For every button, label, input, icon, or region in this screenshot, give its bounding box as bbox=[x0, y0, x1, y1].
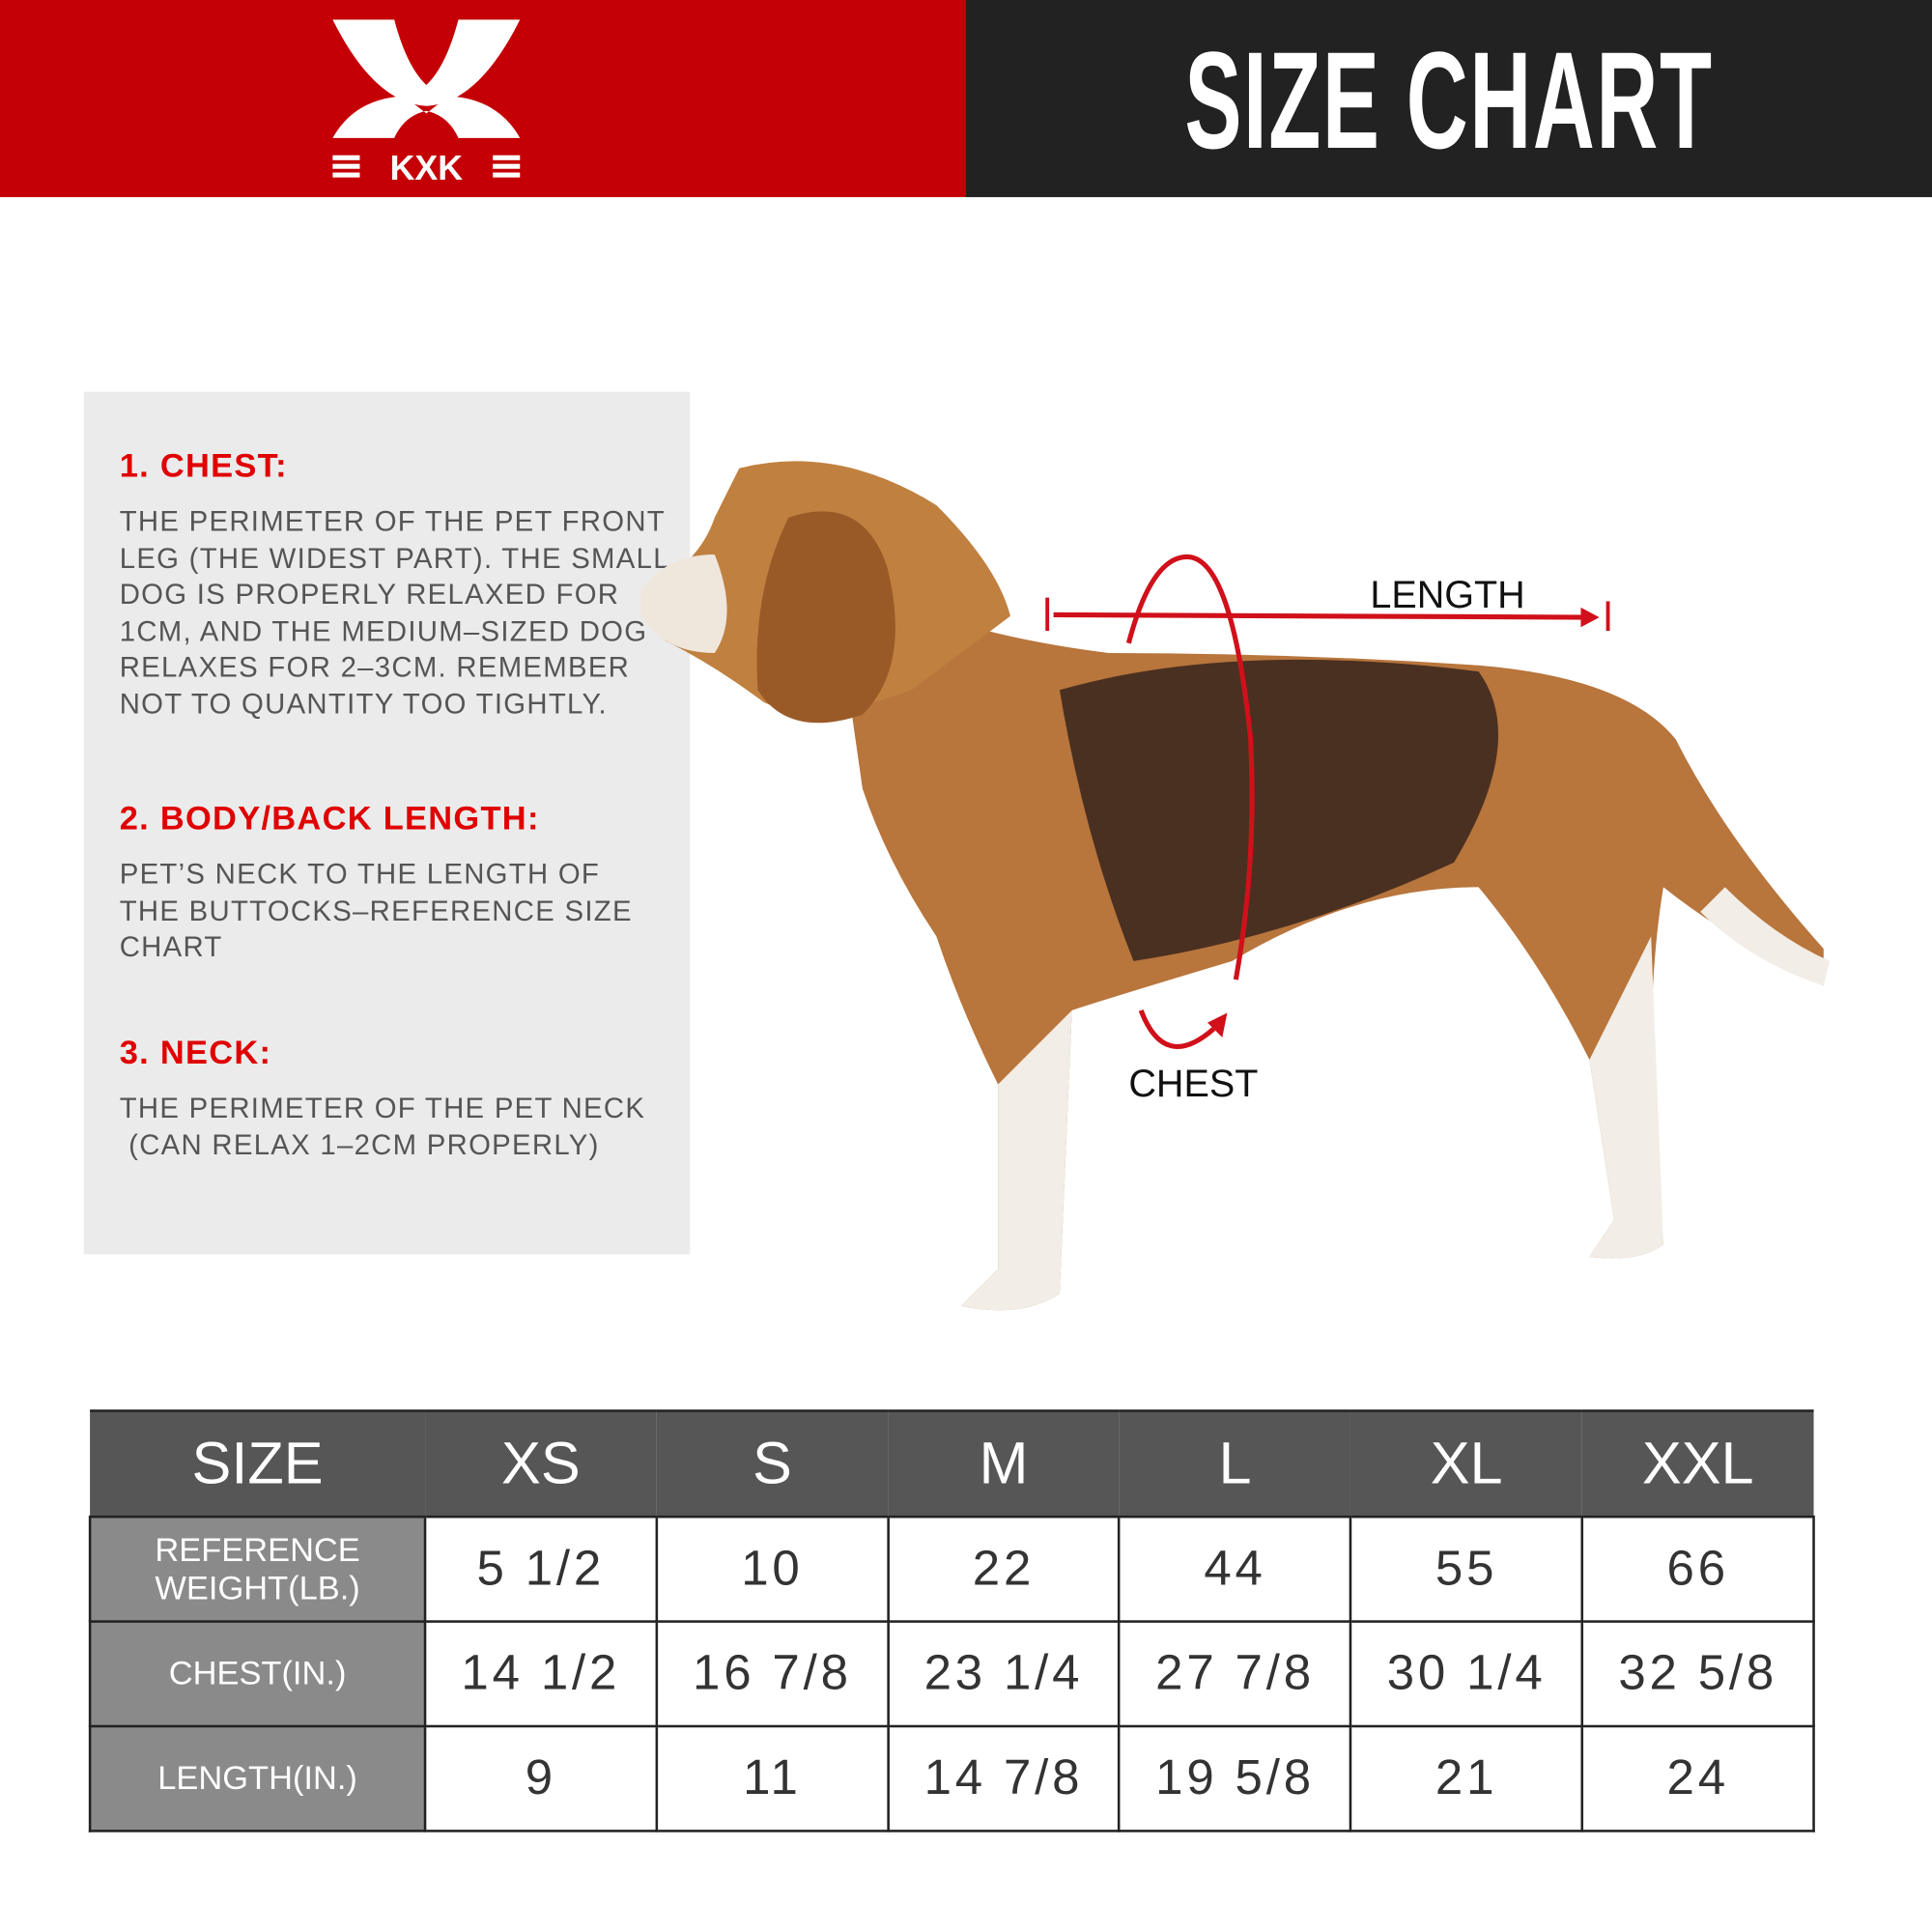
table-cell: 16 7/8 bbox=[655, 1620, 890, 1728]
header-xs: XS bbox=[425, 1409, 657, 1519]
table-cell: 21 bbox=[1350, 1724, 1584, 1833]
chest-arrow bbox=[1125, 554, 1255, 1049]
header-brand-panel: KXK bbox=[0, 0, 966, 198]
length-description: PET’S NECK TO THE LENGTH OF THE BUTTOCKS… bbox=[119, 857, 633, 963]
measurement-instructions: 1. CHEST: THE PERIMETER OF THE PET FRONT… bbox=[83, 391, 691, 1255]
table-cell: 55 bbox=[1350, 1515, 1584, 1623]
table-cell: 44 bbox=[1118, 1515, 1352, 1623]
table-cell: 19 5/8 bbox=[1118, 1724, 1352, 1833]
table-header-row: SIZE XS S M L XL XXL bbox=[90, 1409, 1814, 1519]
table-row-weight: REFERENCE WEIGHT(LB.) 5 1/2 10 22 44 55 … bbox=[88, 1515, 1815, 1623]
chest-description: THE PERIMETER OF THE PET FRONT LEG (THE … bbox=[119, 504, 670, 720]
row-label: CHEST(IN.) bbox=[88, 1620, 427, 1728]
header-l: L bbox=[1119, 1409, 1351, 1519]
dog-illustration bbox=[640, 461, 1831, 1311]
size-table: SIZE XS S M L XL XXL REFERENCE WEIGHT(LB… bbox=[88, 1409, 1815, 1833]
row-label: LENGTH(IN.) bbox=[88, 1724, 427, 1833]
header-size: SIZE bbox=[90, 1409, 426, 1519]
header-m: M bbox=[888, 1409, 1120, 1519]
chest-label: CHEST bbox=[1128, 1063, 1258, 1105]
row-label: REFERENCE WEIGHT(LB.) bbox=[88, 1515, 427, 1623]
table-cell: 14 1/2 bbox=[423, 1620, 658, 1728]
table-cell: 23 1/4 bbox=[886, 1620, 1122, 1728]
table-cell: 9 bbox=[423, 1724, 658, 1833]
header-xxl: XXL bbox=[1581, 1409, 1814, 1519]
table-cell: 30 1/4 bbox=[1350, 1620, 1584, 1728]
header-title-panel: SIZE CHART bbox=[965, 0, 1932, 198]
neck-heading: 3. NECK: bbox=[119, 1034, 272, 1071]
table-cell: 5 1/2 bbox=[423, 1515, 658, 1623]
svg-text:KXK: KXK bbox=[390, 149, 464, 183]
table-row-chest: CHEST(IN.) 14 1/2 16 7/8 23 1/4 27 7/8 3… bbox=[88, 1620, 1815, 1728]
table-cell: 66 bbox=[1580, 1515, 1815, 1623]
page-title: SIZE CHART bbox=[1184, 23, 1714, 178]
dog-measurement-diagram: LENGTH CHEST bbox=[640, 461, 1831, 1311]
table-cell: 14 7/8 bbox=[886, 1724, 1122, 1833]
header-xl: XL bbox=[1350, 1409, 1582, 1519]
table-cell: 32 5/8 bbox=[1580, 1620, 1815, 1728]
table-cell: 27 7/8 bbox=[1118, 1620, 1352, 1728]
neck-description: THE PERIMETER OF THE PET NECK (CAN RELAX… bbox=[119, 1092, 646, 1160]
table-row-length: LENGTH(IN.) 9 11 14 7/8 19 5/8 21 24 bbox=[88, 1724, 1815, 1833]
length-label: LENGTH bbox=[1370, 574, 1524, 616]
length-arrow bbox=[1045, 597, 1610, 632]
header-s: S bbox=[656, 1409, 889, 1519]
length-heading: 2. BODY/BACK LENGTH: bbox=[119, 799, 540, 838]
table-cell: 24 bbox=[1580, 1724, 1815, 1833]
table-cell: 22 bbox=[886, 1515, 1122, 1623]
kxk-logo: KXK bbox=[332, 19, 521, 183]
chest-heading: 1. CHEST: bbox=[119, 447, 288, 485]
table-cell: 11 bbox=[655, 1724, 890, 1833]
table-cell: 10 bbox=[655, 1515, 890, 1623]
